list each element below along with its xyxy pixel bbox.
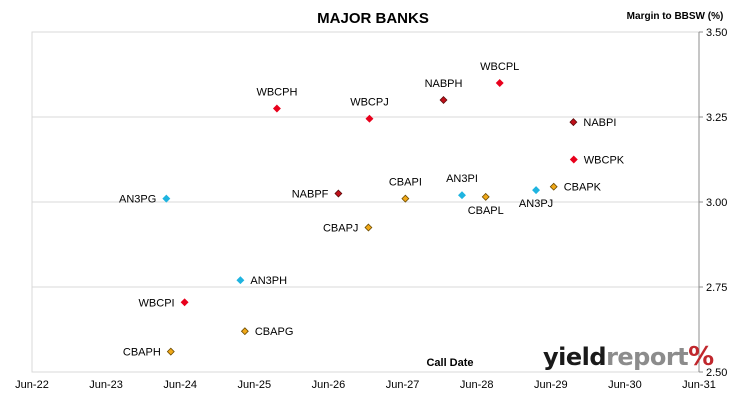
point-nabpi [569,118,578,127]
x-tick-label: Jun-25 [238,379,272,391]
x-tick-label: Jun-22 [15,379,49,391]
point-an3pi [458,191,466,200]
y-axis: 2.50 2.75 3.00 3.25 3.50 [698,27,727,379]
point-an3pj [532,186,541,195]
point-cbapk [549,182,558,191]
point-label-an3pi: AN3PI [446,173,478,185]
point-wbcpl [495,79,504,87]
point-cbapj [364,223,373,232]
y-tick-label: 3.25 [706,112,727,124]
point-label-nabpf: NABPF [292,189,329,201]
y-tick-label: 3.50 [706,27,727,39]
point-label-wbcpj: WBCPJ [350,97,389,109]
x-tick-label: Jun-29 [534,379,568,391]
point-wbcpk [569,155,578,164]
point-label-nabph: NABPH [425,78,463,90]
point-label-cbapg: CBAPG [255,326,294,338]
chart-title: MAJOR BANKS [317,10,429,27]
point-label-wbcpi: WBCPI [139,297,175,309]
y-tick-label: 2.50 [706,367,727,379]
x-axis: Jun-22 Jun-23 Jun-24 Jun-25 Jun-26 Jun-27 Jun-… [15,379,716,391]
point-label-an3ph: AN3PH [250,275,287,287]
point-label-wbcpk: WBCPK [584,155,625,167]
x-tick-label: Jun-30 [608,379,642,391]
x-tick-label: Jun-24 [163,379,197,391]
point-an3pg [162,194,171,203]
point-nabpf [334,189,343,198]
logo-report: report [606,343,689,371]
point-label-cbapj: CBAPJ [323,223,358,235]
point-label-cbapl: CBAPL [468,205,504,217]
point-label-cbapk: CBAPK [564,182,602,194]
point-cbaph [166,347,175,356]
point-wbcpj [365,114,374,123]
point-label-an3pj: AN3PJ [519,198,553,210]
x-tick-label: Jun-26 [312,379,346,391]
x-axis-title: Call Date [426,357,473,369]
point-an3ph [236,276,245,285]
y-tick-label: 3.00 [706,197,727,209]
point-wbcpi [180,298,189,307]
percent-logo-icon: % [688,342,714,372]
point-label-an3pg: AN3PG [119,194,156,206]
point-label-cbaph: CBAPH [123,347,161,359]
x-tick-label: Jun-28 [460,379,494,391]
point-label-nabpi: NABPI [583,117,616,129]
yieldreport-logo: yieldreport% [543,342,714,372]
point-label-cbapi: CBAPI [389,177,422,189]
y-axis-title: Margin to BBSW (%) [627,11,724,22]
x-tick-label: Jun-23 [89,379,123,391]
gridlines [32,31,699,373]
point-label-wbcpl: WBCPL [480,61,519,73]
x-tick-label: Jun-27 [386,379,420,391]
point-cbapl [481,192,490,201]
y-tick-label: 2.75 [706,282,727,294]
point-label-wbcph: WBCPH [256,87,297,99]
x-tick-label: Jun-31 [682,379,716,391]
point-nabph [439,96,448,104]
point-wbcph [272,104,281,113]
point-cbapg [240,327,249,336]
logo-yield: yield [543,343,607,371]
data-labels: WBCPH WBCPJ NABPH WBCPL NABPI WBCPK CBAPK AN3PJ… [119,61,625,359]
point-cbapi [401,194,410,203]
data-markers [162,79,578,356]
